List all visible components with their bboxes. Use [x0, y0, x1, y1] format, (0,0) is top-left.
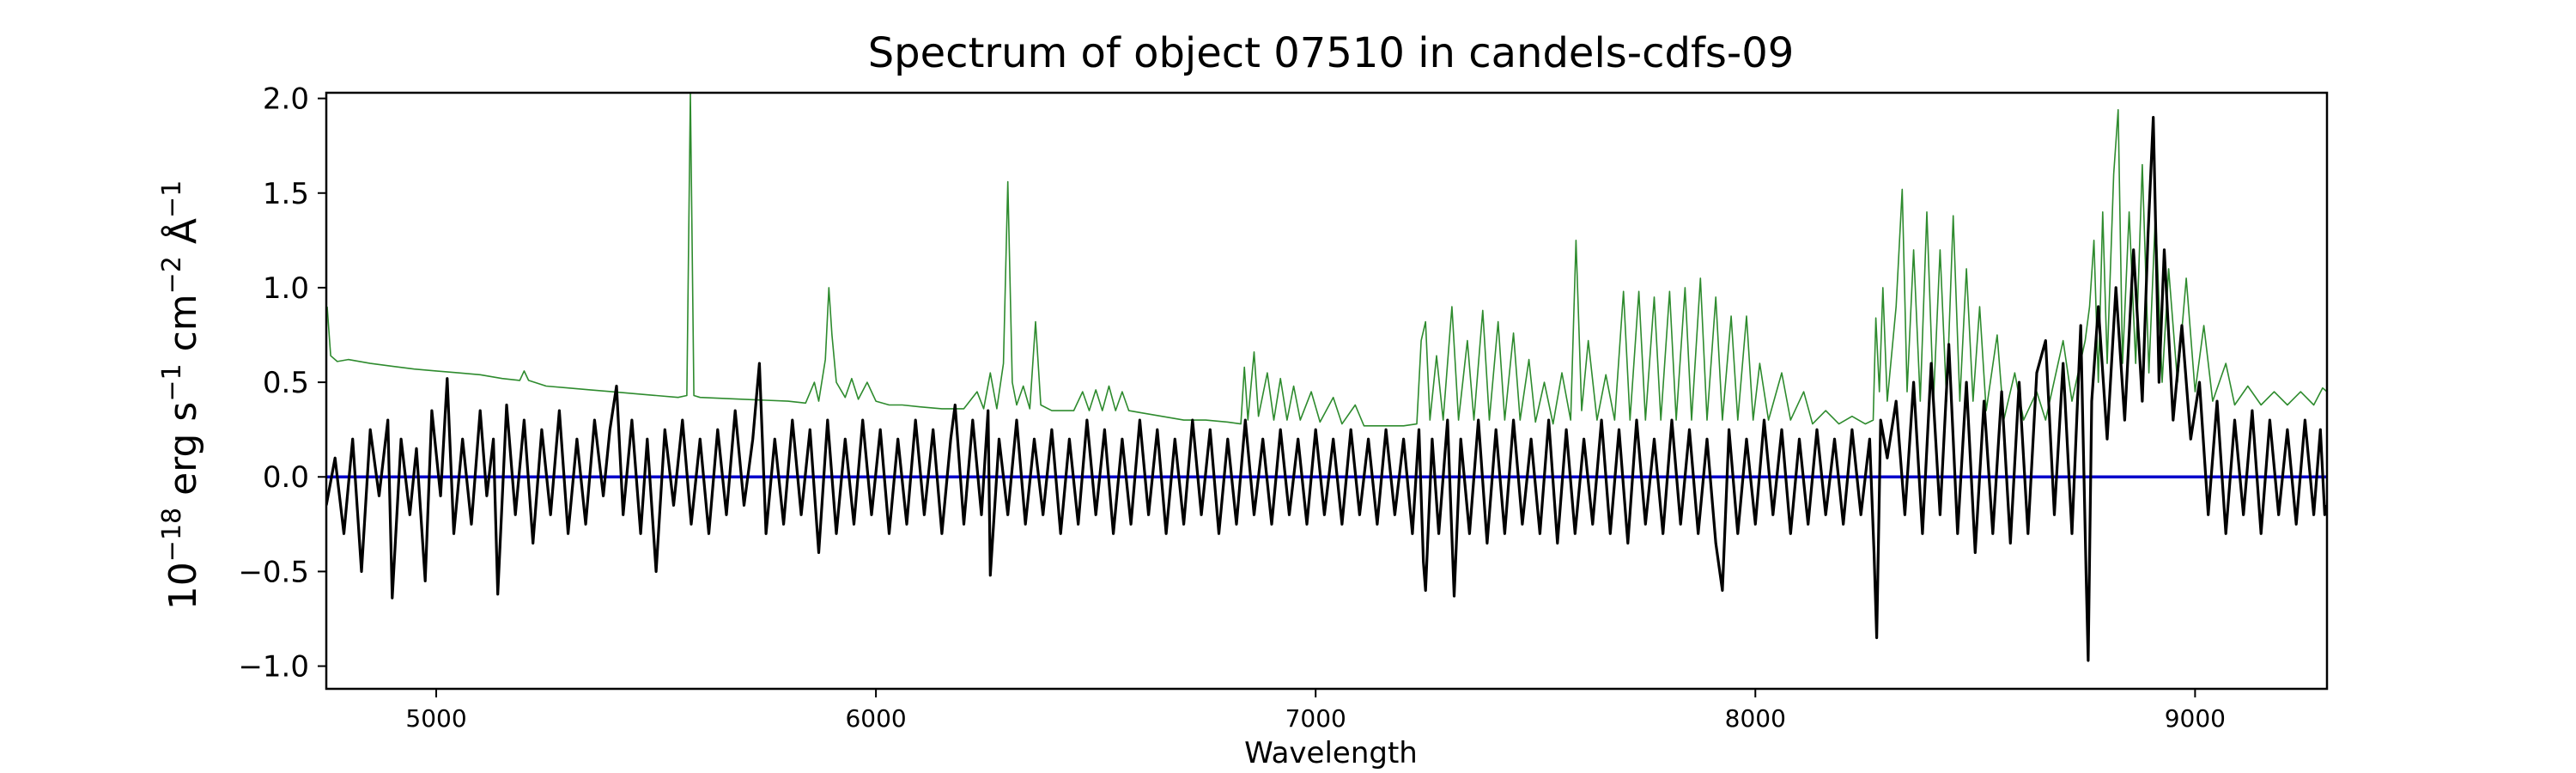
y-label-unit-2: cm	[161, 294, 205, 363]
plot-area	[325, 91, 2329, 691]
y-label-exp-2: −2	[157, 256, 187, 294]
chart-title: Spectrum of object 07510 in candels-cdfs…	[868, 29, 1795, 77]
x-tick-label: 8000	[1725, 704, 1786, 733]
y-tick-label: −0.5	[238, 555, 309, 589]
y-axis-label: 10−18 erg s−1 cm−2 Å−1	[157, 180, 205, 610]
y-label-base: 10	[161, 562, 205, 610]
x-tick-label: 6000	[845, 704, 906, 733]
y-label-exp-3: −1	[157, 180, 187, 218]
x-tick-label: 7000	[1285, 704, 1346, 733]
x-axis: 5000 6000 7000 8000 9000	[405, 689, 2226, 733]
y-label-exp: −18	[157, 508, 187, 562]
y-tick-label: 1.5	[263, 177, 309, 211]
y-label-unit-1: erg s	[161, 402, 205, 508]
y-tick-label: 1.0	[263, 271, 309, 306]
flux-series-line	[326, 116, 2327, 662]
plot-frame	[325, 91, 2329, 691]
y-tick-label: −1.0	[238, 650, 309, 685]
x-axis-label: Wavelength	[1244, 736, 1418, 770]
y-tick-label: 2.0	[263, 82, 309, 117]
y-tick-label: 0.5	[263, 366, 309, 400]
y-tick-label: 0.0	[263, 460, 309, 495]
y-label-exp-1: −1	[157, 363, 187, 401]
error-series-line	[326, 93, 2327, 427]
x-tick-label: 5000	[405, 704, 466, 733]
x-tick-label: 9000	[2165, 704, 2226, 733]
y-label-unit-3: Å	[160, 218, 205, 256]
y-axis: −1.0 −0.5 0.0 0.5 1.0 1.5 2.0	[238, 82, 326, 685]
